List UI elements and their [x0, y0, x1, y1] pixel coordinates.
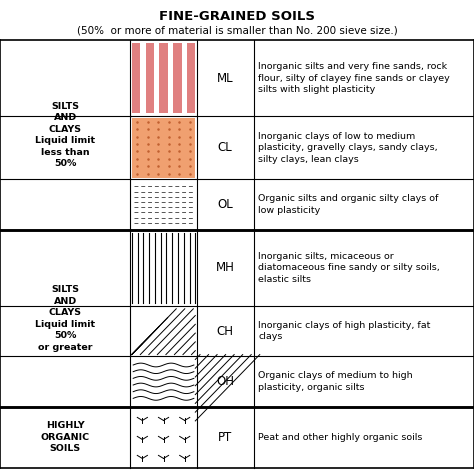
Text: CH: CH — [217, 325, 234, 338]
Text: Inorganic silts, micaceous or
diatomaceous fine sandy or silty soils,
elastic si: Inorganic silts, micaceous or diatomaceo… — [258, 252, 440, 284]
Text: ML: ML — [217, 71, 234, 85]
Bar — [132, 118, 195, 178]
Text: SILTS
AND
CLAYS
Liquid limit
less than
50%: SILTS AND CLAYS Liquid limit less than 5… — [35, 102, 95, 168]
Bar — [146, 43, 154, 113]
Bar — [132, 308, 195, 354]
Text: OL: OL — [217, 198, 233, 211]
Bar — [132, 43, 140, 113]
Text: Organic clays of medium to high
plasticity, organic silts: Organic clays of medium to high plastici… — [258, 371, 413, 392]
Bar — [187, 43, 195, 113]
Text: MH: MH — [216, 261, 235, 274]
Text: OH: OH — [216, 375, 234, 388]
Bar — [173, 43, 182, 113]
Text: CL: CL — [218, 141, 233, 154]
Bar — [132, 42, 195, 114]
Bar — [132, 181, 195, 228]
Text: FINE-GRAINED SOILS: FINE-GRAINED SOILS — [159, 10, 315, 23]
Bar — [159, 43, 168, 113]
Bar — [132, 358, 195, 405]
Text: Inorganic silts and very fine sands, rock
flour, silty of clayey fine sands or c: Inorganic silts and very fine sands, roc… — [258, 62, 450, 94]
Text: PT: PT — [218, 431, 232, 444]
Bar — [132, 409, 195, 466]
Text: SILTS
AND
CLAYS
Liquid limit
50%
or greater: SILTS AND CLAYS Liquid limit 50% or grea… — [35, 285, 95, 352]
Text: HIGHLY
ORGANIC
SOILS: HIGHLY ORGANIC SOILS — [41, 421, 90, 453]
Text: (50%  or more of material is smaller than No. 200 sieve size.): (50% or more of material is smaller than… — [77, 25, 397, 36]
Text: Inorganic clays of low to medium
plasticity, gravelly clays, sandy clays,
silty : Inorganic clays of low to medium plastic… — [258, 132, 438, 164]
Text: Inorganic clays of high plasticity, fat
clays: Inorganic clays of high plasticity, fat … — [258, 321, 431, 341]
Text: Organic silts and organic silty clays of
low plasticity: Organic silts and organic silty clays of… — [258, 195, 439, 215]
Bar — [132, 232, 195, 304]
Text: Peat and other highly organic soils: Peat and other highly organic soils — [258, 433, 423, 442]
